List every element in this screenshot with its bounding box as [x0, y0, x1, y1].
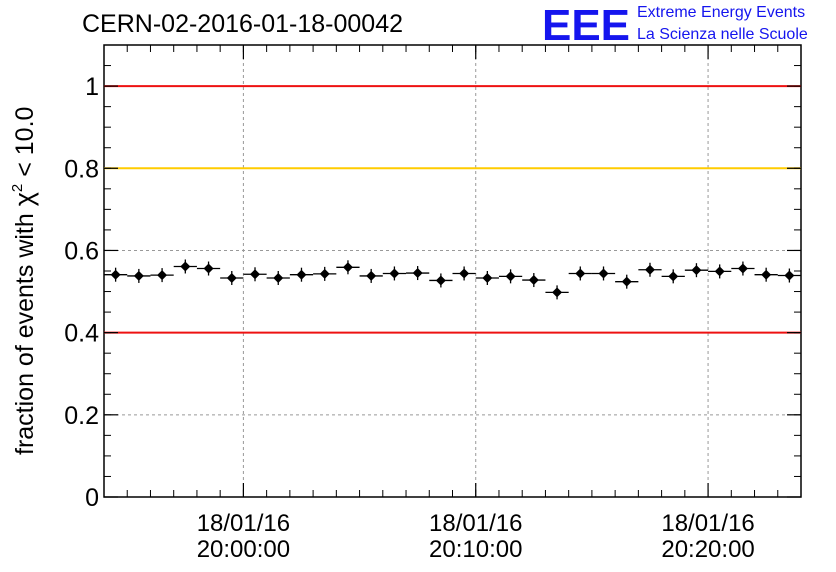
data-point: [505, 271, 516, 282]
data-point: [319, 268, 330, 279]
data-point: [598, 268, 609, 279]
plot-area: [103, 44, 802, 498]
logo-mark: EEE: [542, 1, 630, 50]
data-point: [459, 268, 470, 279]
y-tick-label: 0.6: [64, 237, 99, 265]
y-tick-label: 0.4: [64, 320, 99, 348]
data-point: [296, 269, 307, 280]
data-point: [157, 270, 168, 281]
data-point: [575, 268, 586, 279]
data-point: [761, 269, 772, 280]
x-tick-date-label: 18/01/16: [197, 510, 290, 537]
x-tick-time-label: 20:10:00: [429, 536, 522, 563]
x-tick-date-label: 18/01/16: [429, 510, 522, 537]
data-point: [133, 270, 144, 281]
data-point: [691, 265, 702, 276]
data-point: [273, 272, 284, 283]
reference-lines: [104, 85, 801, 334]
data-point: [482, 272, 493, 283]
data-point: [552, 287, 563, 298]
eee-logo: EEE Extreme Energy Events La Scienza nel…: [542, 1, 808, 50]
logo-line-1: Extreme Energy Events: [637, 4, 805, 21]
data-point: [412, 268, 423, 279]
data-point: [621, 276, 632, 287]
y-tick-label: 0.2: [64, 402, 99, 430]
data-point: [203, 263, 214, 274]
data-point: [250, 269, 261, 280]
data-point: [784, 270, 795, 281]
data-point: [714, 266, 725, 277]
data-point: [366, 270, 377, 281]
data-point: [668, 271, 679, 282]
data-point: [342, 262, 353, 273]
data-point: [528, 275, 539, 286]
data-point: [110, 269, 121, 280]
y-tick-label: 0.8: [64, 155, 99, 183]
x-tick-date-label: 18/01/16: [661, 510, 754, 537]
data-points: [104, 259, 801, 300]
y-tick-label: 1: [85, 73, 99, 101]
logo-line-2: La Scienza nelle Scuole: [637, 26, 808, 43]
data-point: [389, 268, 400, 279]
data-point: [644, 264, 655, 275]
axes: [103, 44, 802, 498]
data-point: [180, 261, 191, 272]
data-point: [435, 275, 446, 286]
x-tick-time-label: 20:20:00: [661, 536, 754, 563]
data-point: [226, 272, 237, 283]
y-tick-label: 0: [85, 484, 99, 512]
y-axis-label: fraction of events with χ2 < 10.0: [9, 107, 39, 455]
data-point: [737, 263, 748, 274]
x-tick-time-label: 20:00:00: [197, 536, 290, 563]
run-title: CERN-02-2016-01-18-00042: [82, 10, 403, 38]
